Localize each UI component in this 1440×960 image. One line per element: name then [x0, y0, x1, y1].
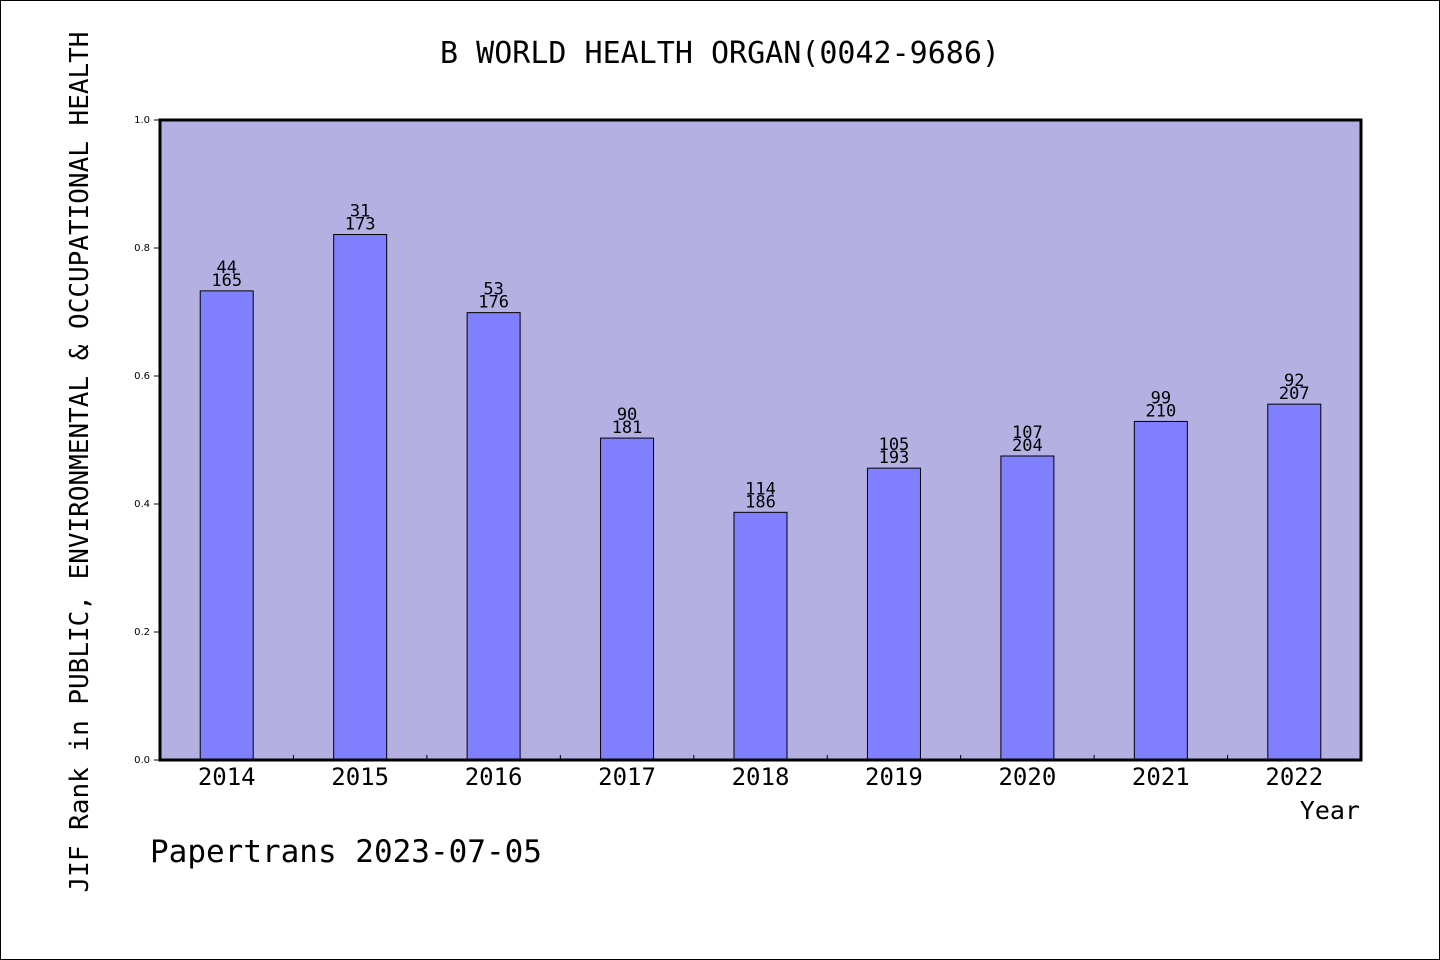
y-tick-label: 0.8: [134, 243, 150, 254]
bar-rank-label: 44: [216, 258, 236, 278]
bar-rank-label: 92: [1284, 371, 1304, 391]
x-tick-label: 2022: [1265, 763, 1323, 791]
y-tick-label: 0.6: [134, 371, 150, 382]
x-tick-label: 2018: [732, 763, 790, 791]
y-tick-label: 0.2: [134, 627, 150, 638]
bar-2019: [866, 467, 921, 761]
bar-total-label: 186: [745, 492, 776, 512]
footer-credit: Papertrans 2023-07-05: [150, 834, 542, 870]
bar-total-label: 165: [211, 271, 242, 291]
x-tick-label: 2020: [998, 763, 1056, 791]
bar-total-label: 176: [478, 293, 509, 313]
bar-2015: [333, 234, 388, 761]
bar-2014: [199, 290, 254, 761]
x-tick-label: 2017: [598, 763, 656, 791]
bar-total-label: 204: [1012, 436, 1043, 456]
x-tick-label: 2014: [198, 763, 256, 791]
x-tick-label: 2015: [331, 763, 389, 791]
bar-rank-label: 90: [617, 405, 637, 425]
x-tick-label: 2016: [465, 763, 523, 791]
y-axis-label: JIF Rank in PUBLIC, ENVIRONMENTAL & OCCU…: [65, 31, 95, 893]
bar-total-label: 181: [612, 418, 643, 438]
bar-2017: [600, 437, 655, 761]
bar-2016: [466, 312, 521, 761]
bar-rank-label: 105: [879, 435, 910, 455]
bar-rank-label: 114: [745, 479, 776, 499]
chart-title: B WORLD HEALTH ORGAN(0042-9686): [440, 36, 1000, 71]
bar-total-label: 193: [879, 448, 910, 468]
y-tick-label: 0.0: [134, 755, 150, 766]
bar-2022: [1267, 403, 1322, 761]
bar-rank-label: 99: [1151, 388, 1171, 408]
x-tick-label: 2021: [1132, 763, 1190, 791]
y-tick-label: 0.4: [134, 499, 150, 510]
x-tick-label: 2019: [865, 763, 923, 791]
bar-rank-label: 53: [483, 280, 503, 300]
plot-border: [158, 118, 1363, 762]
bar-total-label: 173: [345, 215, 376, 235]
y-tick-label: 1.0: [134, 115, 150, 126]
bar-rank-label: 107: [1012, 423, 1043, 443]
bar-total-label: 207: [1279, 384, 1310, 404]
bar-rank-label: 31: [350, 202, 370, 222]
x-axis-label: Year: [1299, 796, 1360, 825]
bar-2018: [733, 511, 788, 761]
bar-total-label: 210: [1145, 401, 1176, 421]
bar-2021: [1133, 420, 1188, 761]
bar-2020: [1000, 455, 1055, 761]
